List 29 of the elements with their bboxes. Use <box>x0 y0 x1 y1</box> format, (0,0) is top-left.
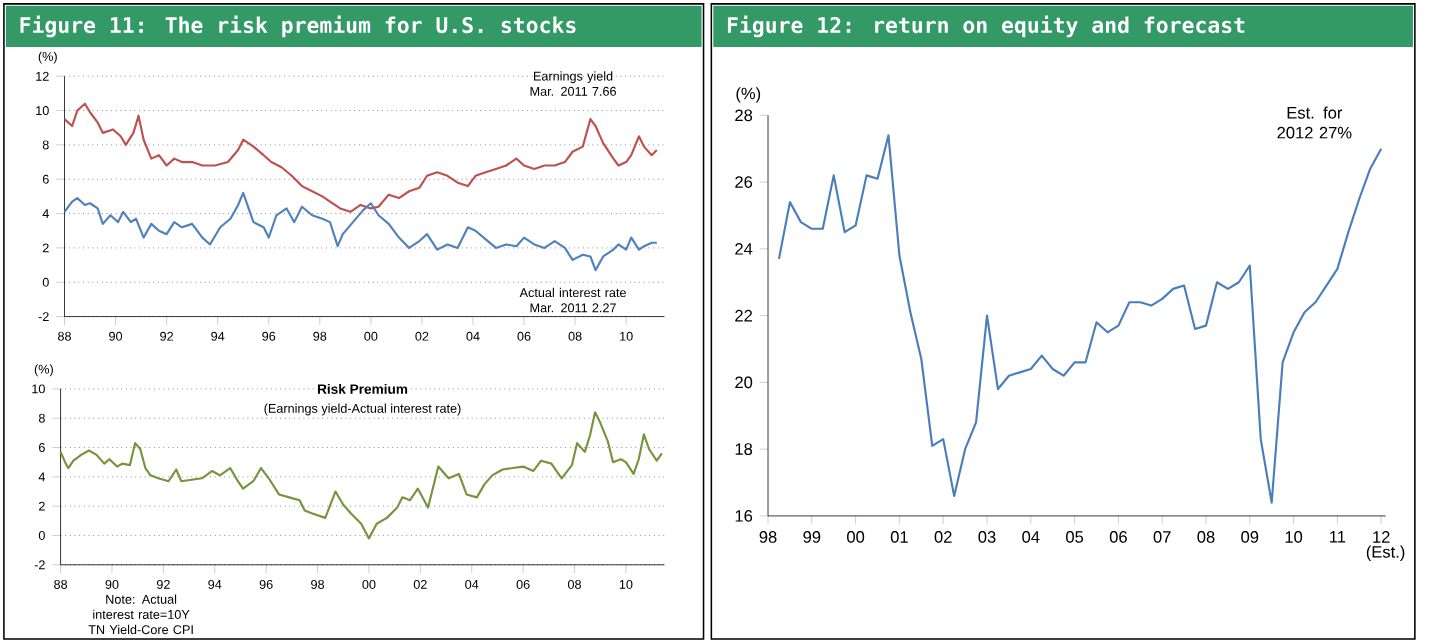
y-tick-label: 24 <box>735 242 753 255</box>
chart-title: Figure 12: return on equity and forecast <box>727 14 1245 37</box>
x-tick-label: 10 <box>1285 530 1303 543</box>
x-tick-label: 06 <box>1109 530 1127 543</box>
y-tick-label: 16 <box>735 509 753 522</box>
y-axis-title: (%) <box>736 86 761 103</box>
line-series <box>63 191 658 271</box>
x-tick-label: 01 <box>890 530 908 543</box>
x-tick-label: 99 <box>803 530 821 543</box>
x-tick-label: 00 <box>847 530 865 543</box>
x-tick-label: 03 <box>978 530 996 543</box>
y-tick-label: 20 <box>735 376 753 388</box>
x-tick-label: 07 <box>1153 530 1171 543</box>
y-tick-label: 26 <box>735 175 753 188</box>
x-tick-label: 98 <box>759 530 777 543</box>
text: (Est.) <box>1366 545 1405 561</box>
annotation: Est. for 2012 27% <box>1277 106 1352 139</box>
x-tick-label: 08 <box>1197 530 1215 543</box>
x-tick-label: 09 <box>1241 530 1259 543</box>
x-tick-label: 05 <box>1066 530 1084 543</box>
y-tick-label: 22 <box>735 309 753 321</box>
x-tick-label: 11 <box>1330 530 1346 543</box>
x-tick-label: 02 <box>934 530 952 543</box>
chart-title: Figure 11: The risk premium for U.S. stocks <box>20 14 576 37</box>
y-tick-label: 18 <box>735 442 753 455</box>
x-tick-label: 12 <box>1373 530 1390 543</box>
x-tick-label: 04 <box>1022 530 1040 543</box>
line-series <box>63 102 658 213</box>
y-tick-label: 28 <box>735 108 753 121</box>
